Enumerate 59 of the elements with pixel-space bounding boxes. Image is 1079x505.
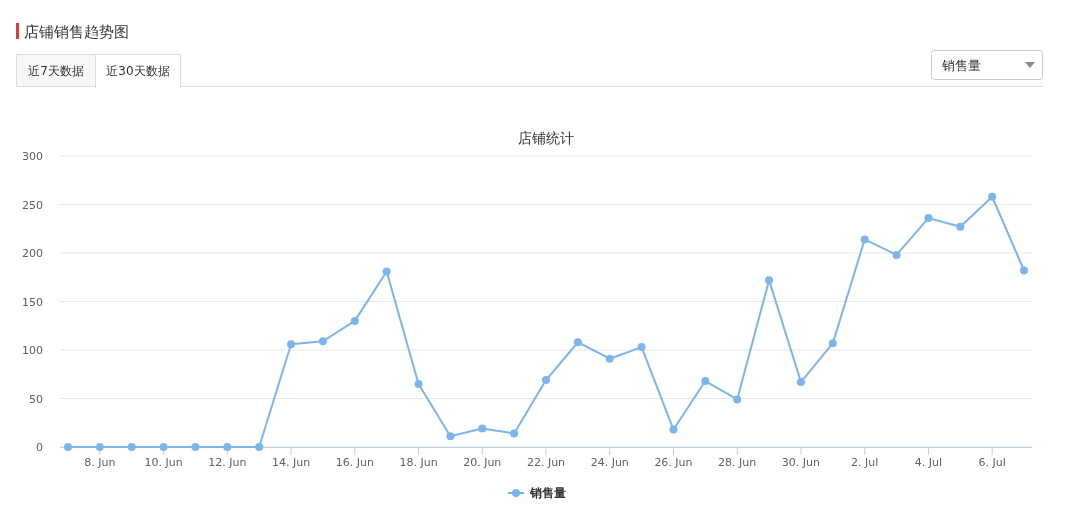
point xyxy=(510,429,519,438)
point xyxy=(796,378,805,387)
point xyxy=(287,340,296,349)
chart-title: 店铺统计 xyxy=(518,130,574,146)
x-tick-label: 26. Jun xyxy=(654,456,693,469)
x-tick-label: 24. Jun xyxy=(590,456,629,469)
y-tick-label: 200 xyxy=(22,247,43,260)
point xyxy=(318,337,327,346)
point xyxy=(605,354,614,363)
y-tick-label: 50 xyxy=(29,392,43,406)
legend-label: 销售量 xyxy=(529,486,566,500)
y-tick-label: 300 xyxy=(22,150,43,163)
x-tick-label: 30. Jun xyxy=(781,456,821,469)
x-tick-label: 8. Jun xyxy=(84,456,116,469)
x-tick-label: 2. Jul xyxy=(851,456,879,469)
point xyxy=(956,222,965,231)
point xyxy=(573,338,582,347)
x-tick-label: 16. Jun xyxy=(335,456,374,469)
point xyxy=(828,339,837,348)
text: 销售量 xyxy=(941,58,981,73)
point xyxy=(669,425,678,434)
y-tick-label: 150 xyxy=(22,295,43,309)
point xyxy=(382,267,391,276)
point xyxy=(733,395,742,404)
point xyxy=(446,432,455,441)
text: 近7天数据 xyxy=(28,64,84,78)
x-tick-label: 12. Jun xyxy=(208,456,247,469)
point xyxy=(95,443,104,451)
point xyxy=(988,192,997,201)
point xyxy=(892,250,901,259)
point xyxy=(860,235,869,244)
point xyxy=(414,379,423,388)
y-tick-label: 100 xyxy=(22,344,43,357)
point xyxy=(191,443,200,451)
point xyxy=(255,443,264,451)
point xyxy=(701,377,710,386)
point xyxy=(223,443,232,451)
text: 店铺销售趋势图 xyxy=(24,23,129,41)
x-tick-label: 6. Jul xyxy=(978,456,1006,469)
y-tick-label: 0 xyxy=(36,441,43,454)
point xyxy=(159,443,168,451)
x-tick-label: 22. Jun xyxy=(526,456,566,469)
x-tick-label: 4. Jul xyxy=(914,456,943,469)
point xyxy=(637,343,646,352)
x-tick-label: 10. Jun xyxy=(144,456,183,469)
point xyxy=(765,276,774,285)
point xyxy=(478,424,487,433)
text: 近30天数据 xyxy=(106,64,170,78)
point xyxy=(542,376,550,385)
x-tick-label: 20. Jun xyxy=(463,456,502,469)
y-tick-label: 250 xyxy=(22,198,43,212)
point xyxy=(63,443,72,451)
point xyxy=(350,316,359,325)
x-tick-label: 18. Jun xyxy=(399,456,438,469)
point xyxy=(1020,266,1029,275)
x-tick-label: 14. Jun xyxy=(271,456,311,469)
point xyxy=(127,443,136,451)
x-tick-label: 28. Jun xyxy=(718,456,757,469)
point xyxy=(924,214,933,223)
